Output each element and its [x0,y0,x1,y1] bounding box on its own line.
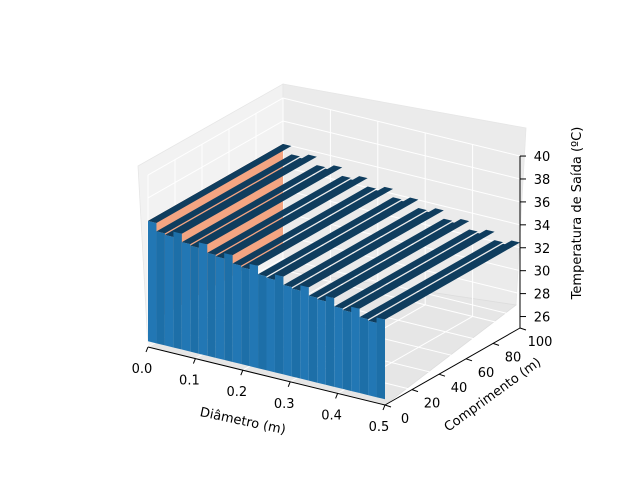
surface-top-strip [181,165,326,245]
surface-front-strip [148,220,157,344]
x-tick [287,381,291,387]
z-tick-label: 26 [534,311,551,326]
surface-front-strip [283,284,292,377]
grid-line-z [147,120,521,199]
surface-top-strip [274,197,419,277]
surface-front-strip [274,274,284,375]
surface-top-strip [198,165,343,245]
surface-front-strip [156,231,165,346]
surface-front-strip [359,317,369,396]
surface-top-strip [325,218,470,299]
surface-front-strip [291,288,301,379]
surface-front-strip [249,263,259,369]
z-tick-label: 38 [534,173,551,188]
surface-top-strip [283,207,427,288]
surface-top-strip [156,154,300,234]
y-tick [384,404,392,408]
grid-line-z [147,97,521,176]
x-tick [335,393,339,399]
x-tick-label: 0.2 [226,385,247,400]
surface-top-strip [300,208,444,288]
y-tick-label: 80 [505,350,522,365]
surface-top-strip [334,229,478,309]
surface-top-strip [351,229,495,309]
surface-front-strip [351,306,360,394]
surface-top-strip [232,186,377,266]
surface-front-strip [224,253,233,362]
x-tick [192,358,196,364]
y-tick-label: 0 [401,412,409,427]
y-tick [519,327,527,331]
y-tick-label: 40 [451,381,468,396]
surface-front-strip [215,256,225,360]
surface-layer [148,143,520,400]
surface-top-strip [308,218,453,298]
surface-front-strip [317,299,326,385]
y-tick-label: 20 [424,397,441,412]
surface-top-strip [173,154,317,234]
x-tick-label: 0.1 [179,374,200,389]
axis-lines [147,156,521,406]
surface-front-strip [308,295,318,383]
x-tick [382,404,386,411]
y-tick [492,342,500,346]
surface-front-strip [198,242,208,356]
x-tick-label: 0.4 [321,408,342,423]
z-tick-label: 28 [534,288,551,303]
surface-top-strip [249,186,394,266]
surface-top-strip [224,176,368,256]
x-axis-line [147,346,386,406]
surface-front-strip [300,285,309,381]
y-tick-label: 60 [478,366,495,381]
surface-front-strip [334,306,343,389]
surface-front-strip [173,231,182,350]
z-axis-title: Temperatura de Saída (ºC) [570,127,585,301]
surface-front-strip [181,242,191,352]
z-tick-label: 40 [534,150,551,165]
z-tick-label: 34 [534,219,551,234]
x-tick [145,346,149,353]
surface-top-strip [258,197,402,277]
z-tick-label: 32 [534,242,551,257]
surface-front-strip [266,277,275,373]
y-axis-line [384,327,521,406]
tick-marks [145,155,527,411]
y-tick [411,389,419,393]
y-tick [465,358,473,362]
z-tick-label: 36 [534,196,551,211]
surface-front-strip [207,252,216,358]
surface-front-strip [368,320,377,398]
surface-front-strip [342,310,352,391]
surface-top-strip [376,240,520,320]
tick-labels: 0.0 0.1 0.2 0.3 0.4 0.5 0 20 40 60 80 100 26 28 30 32 34… [132,150,553,435]
surface-front-strip [190,245,199,354]
surface-top-strip [359,240,504,320]
z-tick-label: 30 [534,265,551,280]
surface-front-strip [232,263,242,365]
x-tick-label: 0.5 [369,420,390,435]
y-tick [438,373,446,377]
surface-front-strip [376,317,385,400]
x-tick-label: 0.0 [132,362,153,377]
x-tick [240,370,244,376]
surface-top-strip [148,143,292,223]
surface-front-strip [164,234,174,348]
surface-top-strip [207,175,351,255]
y-tick-label: 100 [528,335,553,350]
x-tick-label: 0.3 [274,397,295,412]
surface-front-strip [325,295,335,387]
surface-front-strip [241,267,250,367]
surface-front-strip [258,274,267,371]
